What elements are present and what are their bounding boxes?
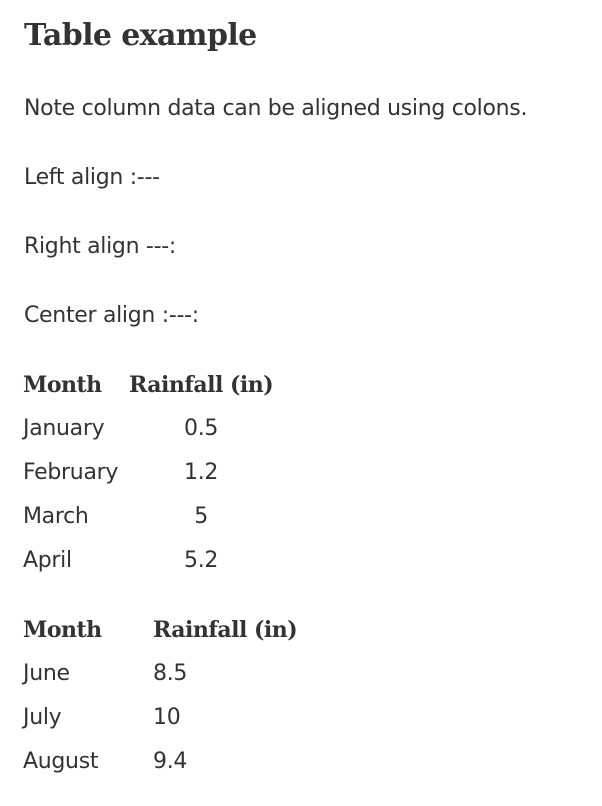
rainfall-cell: 5.2 bbox=[184, 548, 219, 573]
rainfall-table-centered: Month Rainfall (in) January 0.5 February… bbox=[23, 363, 274, 583]
note-paragraph: Note column data can be aligned using co… bbox=[24, 96, 528, 121]
month-cell: June bbox=[23, 661, 70, 686]
column-header-rainfall: Rainfall (in) bbox=[153, 617, 298, 643]
table-row: August 9.4 bbox=[23, 740, 303, 784]
month-cell: January bbox=[23, 416, 105, 441]
table-row: January 0.5 bbox=[23, 407, 273, 451]
rainfall-table-left: Month Rainfall (in) June 8.5 July 10 Aug… bbox=[23, 608, 303, 784]
month-cell: March bbox=[23, 504, 89, 529]
table-row: February 1.2 bbox=[23, 451, 273, 495]
table-header-row: Month Rainfall (in) bbox=[23, 608, 303, 652]
rainfall-cell: 10 bbox=[153, 705, 181, 730]
month-cell: April bbox=[23, 548, 72, 573]
page-title: Table example bbox=[24, 18, 257, 53]
month-cell: July bbox=[23, 705, 62, 730]
table-row: July 10 bbox=[23, 696, 303, 740]
table-row: June 8.5 bbox=[23, 652, 303, 696]
rainfall-cell: 5 bbox=[194, 504, 208, 529]
month-cell: February bbox=[23, 460, 119, 485]
column-header-month: Month bbox=[23, 617, 102, 643]
column-header-rainfall: Rainfall (in) bbox=[129, 372, 274, 398]
month-cell: August bbox=[23, 749, 99, 774]
table-row: March 5 bbox=[23, 495, 273, 539]
rainfall-cell: 9.4 bbox=[153, 749, 188, 774]
column-header-month: Month bbox=[23, 372, 102, 398]
left-align-paragraph: Left align :--- bbox=[24, 165, 160, 190]
center-align-paragraph: Center align :---: bbox=[24, 303, 199, 328]
rainfall-cell: 8.5 bbox=[153, 661, 188, 686]
rainfall-cell: 1.2 bbox=[184, 460, 219, 485]
table-header-row: Month Rainfall (in) bbox=[23, 363, 274, 407]
rainfall-cell: 0.5 bbox=[184, 416, 219, 441]
right-align-paragraph: Right align ---: bbox=[24, 234, 176, 259]
table-row: April 5.2 bbox=[23, 539, 273, 583]
